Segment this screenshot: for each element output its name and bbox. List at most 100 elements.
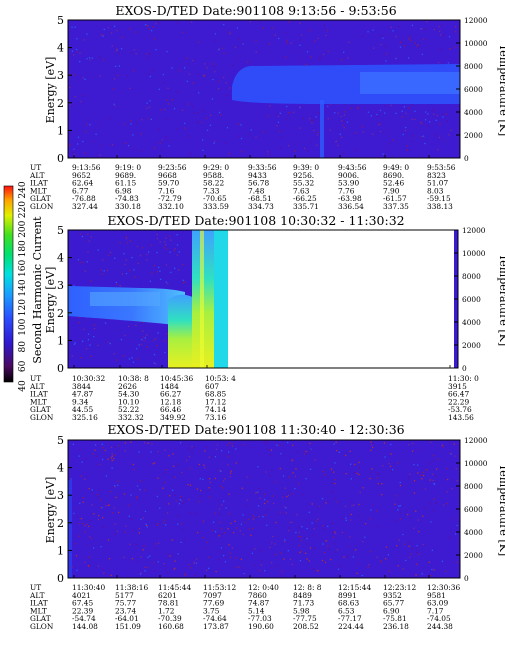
noise-speck bbox=[398, 26, 400, 28]
noise-speck bbox=[380, 559, 382, 562]
noise-speck bbox=[181, 263, 184, 266]
noise-speck bbox=[354, 132, 357, 134]
noise-speck bbox=[344, 111, 346, 113]
noise-speck bbox=[93, 336, 95, 338]
noise-speck bbox=[230, 470, 232, 472]
noise-speck bbox=[382, 37, 384, 39]
noise-speck bbox=[214, 477, 216, 480]
noise-speck bbox=[317, 37, 319, 40]
noise-speck bbox=[322, 53, 325, 56]
noise-speck bbox=[453, 443, 455, 445]
noise-speck bbox=[82, 140, 84, 143]
noise-speck bbox=[279, 574, 281, 577]
panel-2-glat-value: 44.55 bbox=[72, 405, 93, 414]
noise-speck bbox=[298, 127, 301, 129]
noise-speck bbox=[87, 525, 90, 528]
noise-speck bbox=[433, 28, 436, 31]
noise-speck bbox=[182, 279, 184, 281]
noise-speck bbox=[376, 510, 378, 512]
noise-speck bbox=[351, 504, 353, 507]
noise-speck bbox=[76, 569, 78, 572]
colorbar-tick-label: 60 bbox=[18, 360, 28, 372]
colorbar-frame bbox=[3, 185, 14, 383]
panel-1-ut-value: 9:43:56 bbox=[338, 163, 367, 172]
noise-speck bbox=[147, 556, 149, 558]
noise-speck bbox=[136, 358, 139, 360]
panel-1-alt-value: 9006. bbox=[338, 171, 359, 180]
noise-speck bbox=[117, 445, 120, 447]
noise-speck bbox=[188, 563, 190, 566]
noise-speck bbox=[192, 106, 194, 108]
noise-speck bbox=[165, 237, 167, 239]
panel-2-glat-value: 66.46 bbox=[160, 405, 181, 414]
noise-speck bbox=[330, 103, 332, 105]
noise-speck bbox=[140, 343, 143, 346]
noise-speck bbox=[361, 574, 363, 577]
panel-1-alt-value: 9668 bbox=[158, 171, 177, 180]
panel-2-title: EXOS-D/TED Date:901108 10:30:32 - 11:30:… bbox=[107, 213, 404, 228]
noise-speck bbox=[392, 30, 394, 32]
noise-speck bbox=[223, 532, 226, 534]
noise-speck bbox=[180, 495, 182, 498]
noise-speck bbox=[169, 495, 171, 497]
noise-speck bbox=[89, 124, 91, 126]
noise-speck bbox=[399, 484, 402, 487]
noise-speck bbox=[259, 569, 261, 572]
noise-speck bbox=[275, 565, 277, 567]
panel-1-ut-value: 9:53:56 bbox=[427, 163, 456, 172]
noise-speck bbox=[444, 139, 446, 142]
noise-speck bbox=[120, 338, 123, 341]
noise-speck bbox=[372, 446, 374, 449]
noise-speck bbox=[339, 565, 341, 567]
panel-1-y2-tick-label: 12000 bbox=[464, 16, 488, 25]
noise-speck bbox=[372, 29, 374, 31]
noise-speck bbox=[140, 518, 142, 521]
noise-speck bbox=[297, 52, 299, 54]
panel-1-mlt-value: 7.16 bbox=[158, 186, 175, 195]
noise-speck bbox=[378, 124, 380, 126]
panel-3-glat-value: -70.39 bbox=[158, 614, 182, 623]
noise-speck bbox=[286, 40, 288, 42]
noise-speck bbox=[272, 495, 274, 497]
noise-speck bbox=[130, 441, 132, 443]
noise-speck bbox=[285, 42, 288, 44]
noise-speck bbox=[412, 134, 414, 136]
noise-speck bbox=[84, 152, 86, 154]
noise-speck bbox=[410, 553, 412, 555]
noise-speck bbox=[382, 465, 384, 467]
noise-speck bbox=[211, 98, 214, 100]
noise-speck bbox=[152, 26, 154, 28]
noise-speck bbox=[350, 519, 352, 521]
noise-speck bbox=[157, 332, 159, 334]
noise-speck bbox=[107, 539, 110, 541]
noise-speck bbox=[309, 30, 311, 32]
panel-2-y-tick-label: 4 bbox=[57, 252, 64, 265]
noise-speck bbox=[331, 522, 333, 525]
panel-2-mlt-value: 22.29 bbox=[448, 397, 469, 406]
noise-speck bbox=[164, 108, 166, 111]
noise-speck bbox=[97, 344, 99, 347]
panel-1-glat-value: -59.15 bbox=[427, 194, 451, 203]
noise-speck bbox=[300, 34, 303, 36]
noise-speck bbox=[413, 480, 416, 482]
noise-speck bbox=[156, 233, 158, 236]
noise-speck bbox=[222, 487, 224, 489]
noise-speck bbox=[86, 475, 89, 478]
noise-speck bbox=[202, 521, 204, 523]
noise-speck bbox=[92, 453, 94, 455]
noise-speck bbox=[203, 464, 205, 466]
noise-speck bbox=[308, 117, 311, 119]
noise-speck bbox=[398, 539, 400, 541]
noise-speck bbox=[310, 56, 312, 58]
noise-speck bbox=[343, 127, 345, 129]
noise-speck bbox=[187, 103, 189, 105]
noise-speck bbox=[99, 154, 101, 156]
noise-speck bbox=[129, 240, 131, 242]
noise-speck bbox=[344, 505, 347, 507]
noise-speck bbox=[335, 450, 338, 452]
noise-speck bbox=[263, 442, 265, 444]
noise-speck bbox=[442, 113, 444, 116]
noise-speck bbox=[141, 150, 143, 153]
noise-speck bbox=[413, 527, 415, 529]
noise-speck bbox=[285, 118, 287, 120]
